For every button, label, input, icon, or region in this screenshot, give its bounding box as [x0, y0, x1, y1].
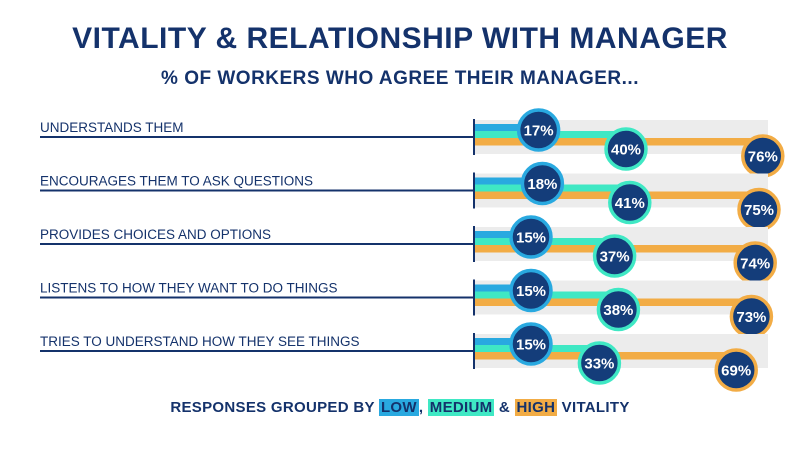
- category-label: TRIES TO UNDERSTAND HOW THEY SEE THINGS: [40, 334, 360, 349]
- value-label-high: 76%: [748, 149, 778, 166]
- value-label-low: 15%: [516, 230, 546, 247]
- value-label-high: 73%: [736, 309, 766, 326]
- category-label: LISTENS TO HOW THEY WANT TO DO THINGS: [40, 281, 338, 296]
- value-label-medium: 33%: [584, 356, 614, 373]
- value-circle-medium: [608, 180, 652, 225]
- value-circle-low: [520, 161, 565, 206]
- category-label: UNDERSTANDS THEM: [40, 120, 184, 135]
- legend-high: HIGH: [514, 399, 558, 416]
- category-label: PROVIDES CHOICES AND OPTIONS: [40, 227, 271, 242]
- chart-subtitle: % OF WORKERS WHO AGREE THEIR MANAGER...: [161, 68, 639, 89]
- value-circle-low: [509, 215, 553, 259]
- legend-low: LOW: [378, 399, 419, 416]
- legend-medium: MEDIUM: [427, 399, 495, 416]
- bar-low: [475, 124, 539, 132]
- value-label-low: 18%: [527, 176, 557, 193]
- value-label-high: 74%: [740, 256, 770, 273]
- value-circle-high: [714, 348, 758, 392]
- value-label-low: 15%: [516, 337, 546, 354]
- value-circle-medium: [596, 287, 641, 332]
- bar-low: [475, 338, 531, 346]
- value-label-high: 75%: [744, 202, 774, 219]
- category-label: ENCOURAGES THEM TO ASK QUESTIONS: [40, 174, 313, 189]
- bar-low: [475, 231, 531, 239]
- chart-title: VITALITY & RELATIONSHIP WITH MANAGER: [72, 22, 728, 55]
- footer-sep-2: &: [494, 399, 515, 416]
- value-circle-low: [509, 322, 553, 366]
- legend-footer: RESPONSES GROUPED BY LOW, MEDIUM & HIGH …: [0, 399, 800, 416]
- bar-low: [475, 177, 543, 185]
- footer-sep-1: ,: [418, 399, 428, 416]
- value-label-medium: 37%: [600, 249, 630, 266]
- value-label-low: 17%: [524, 123, 554, 140]
- value-circle-medium: [577, 341, 622, 385]
- value-circle-medium: [592, 234, 637, 278]
- value-label-medium: 40%: [611, 142, 641, 159]
- value-label-high: 69%: [721, 363, 751, 380]
- value-label-low: 15%: [516, 283, 546, 300]
- value-circle-low: [516, 108, 561, 152]
- footer-prefix: RESPONSES GROUPED BY: [170, 399, 379, 416]
- value-label-medium: 41%: [615, 195, 645, 212]
- bar-low: [475, 284, 531, 292]
- footer-suffix: VITALITY: [557, 399, 630, 416]
- value-circle-low: [509, 268, 553, 313]
- value-circle-medium: [604, 127, 648, 171]
- value-label-medium: 38%: [603, 302, 633, 319]
